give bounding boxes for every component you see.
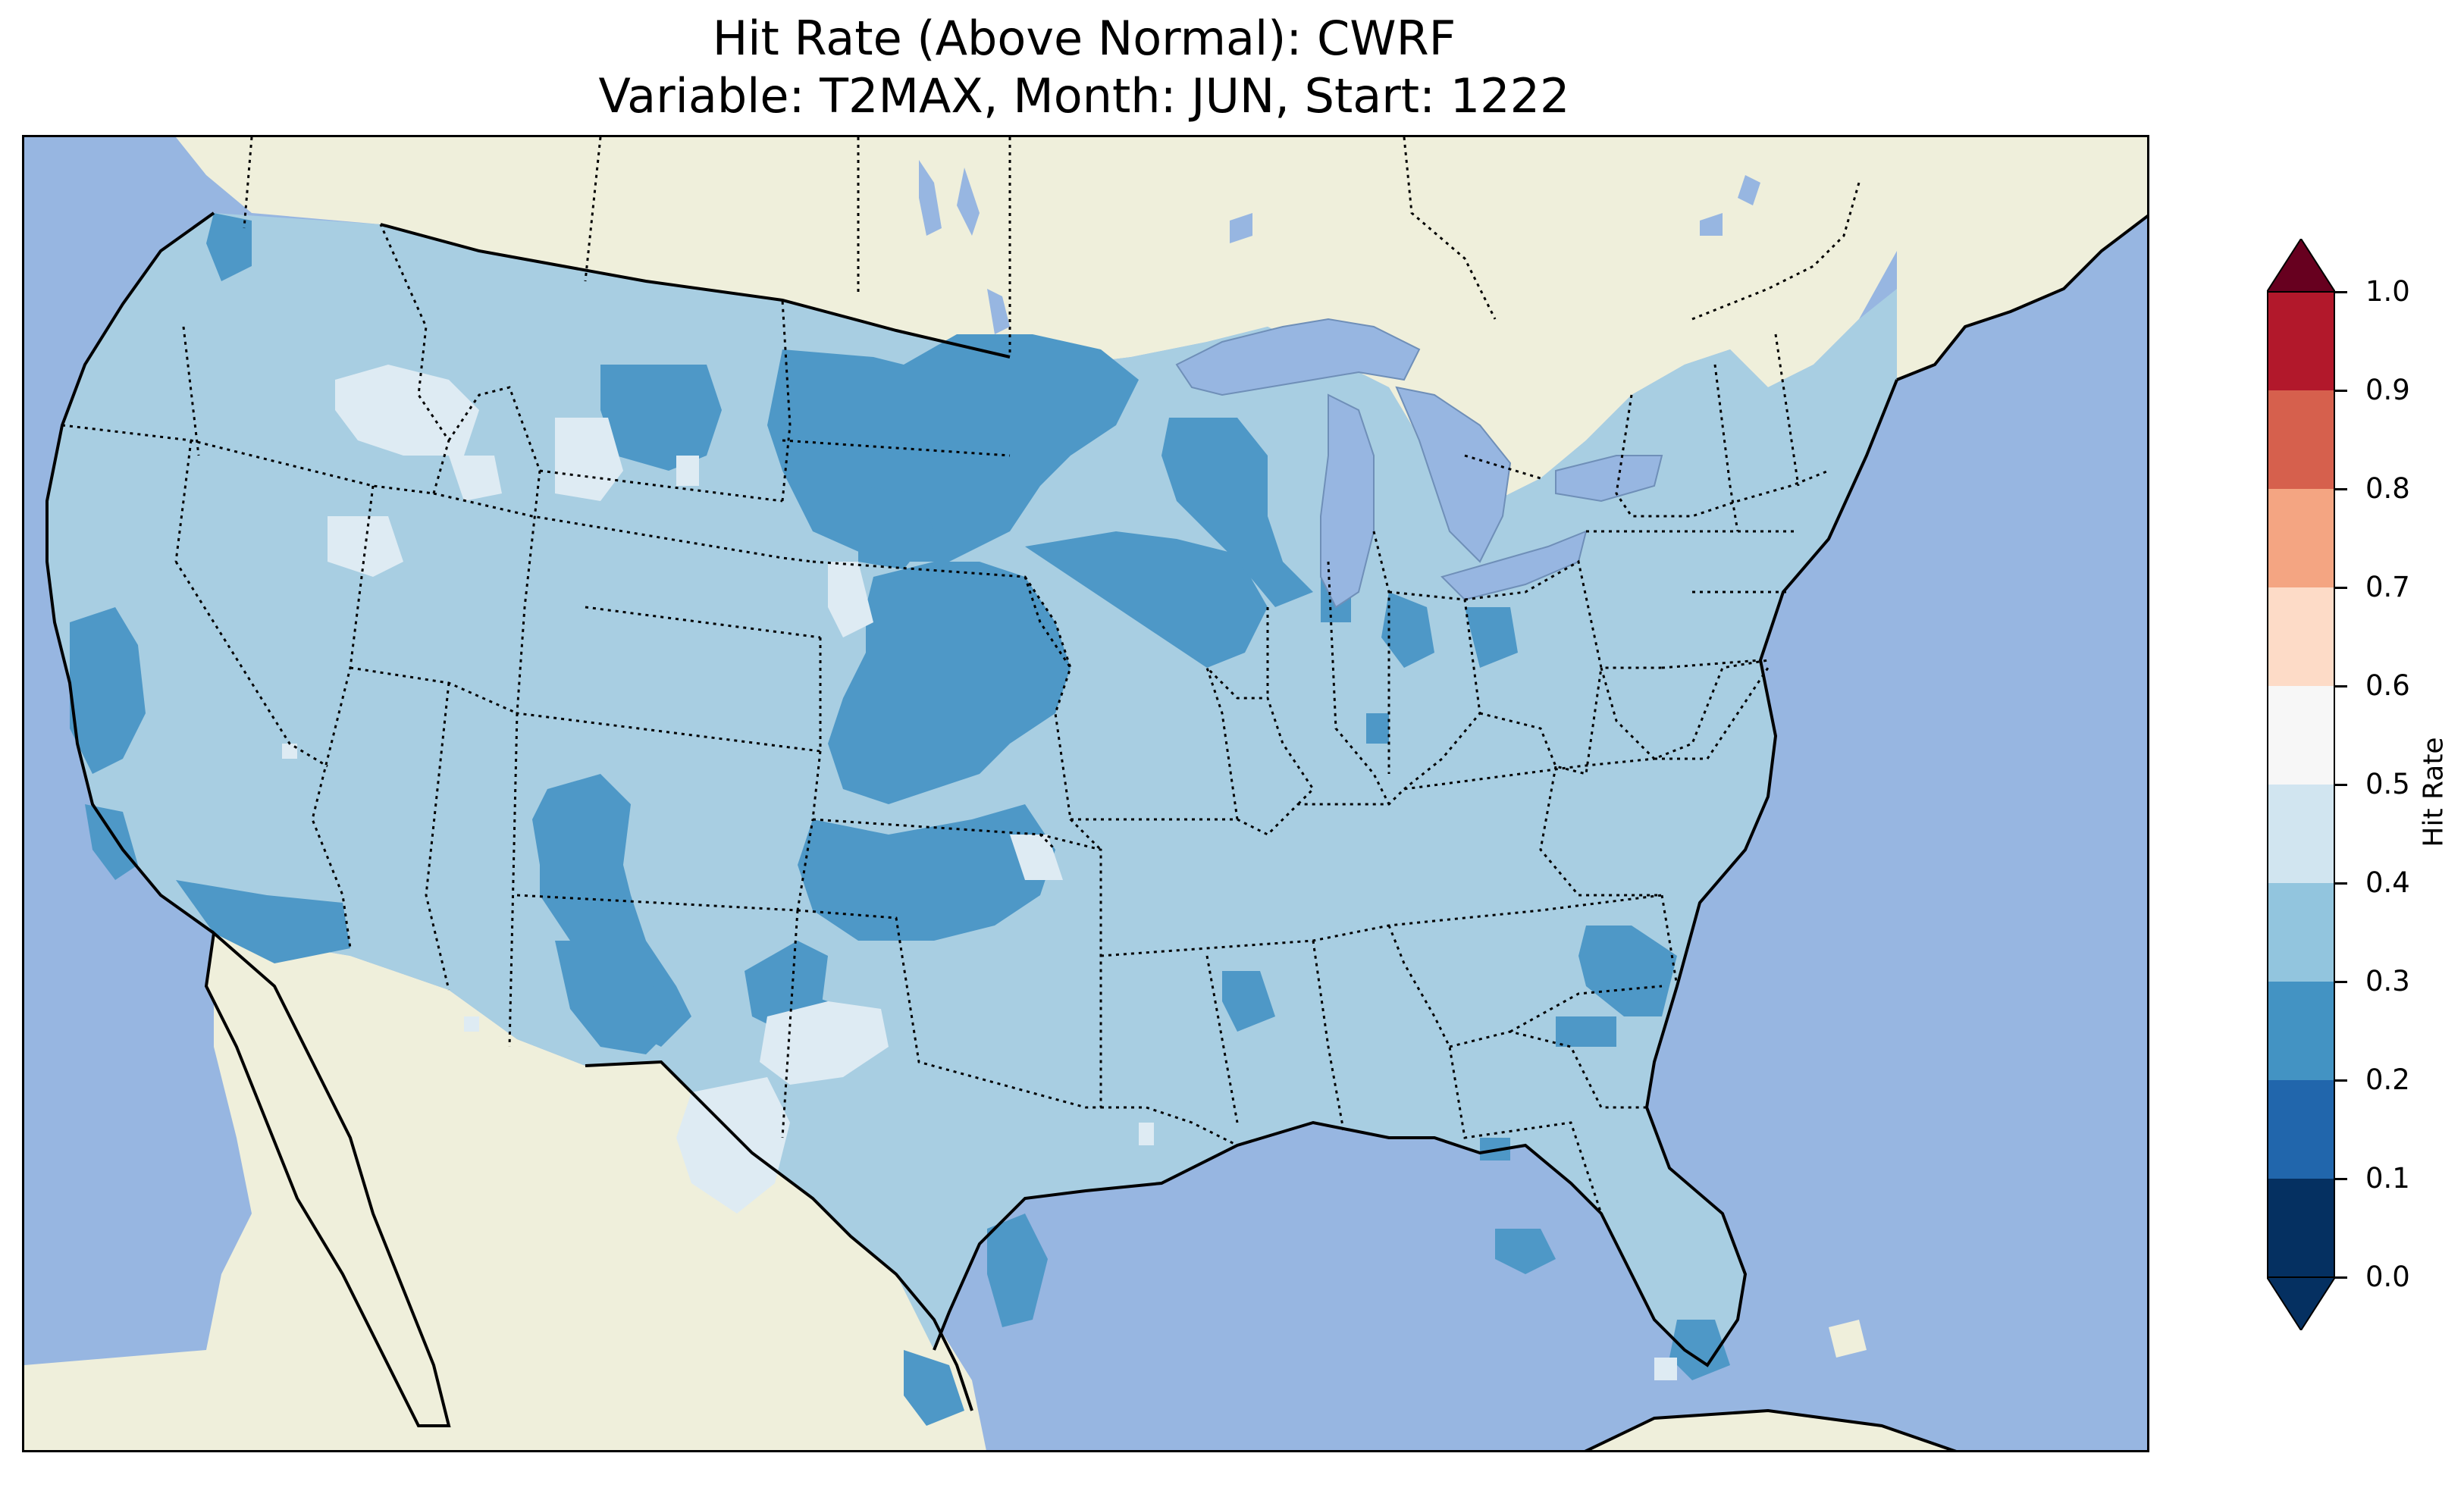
colorbar-extend-under bbox=[2267, 1276, 2335, 1330]
colorbar-tick-label: 0.6 bbox=[2365, 669, 2410, 702]
hit-rate-0.2-0.3-regions bbox=[70, 213, 1730, 1426]
map-panel[interactable] bbox=[22, 135, 2149, 1452]
cuba-land bbox=[1588, 1411, 1952, 1450]
colorbar-tick-label: 0.5 bbox=[2365, 768, 2410, 800]
colorbar-bin bbox=[2267, 982, 2335, 1080]
lake-superior bbox=[1175, 318, 1421, 396]
coastline bbox=[45, 211, 2147, 1450]
colorbar-outline bbox=[2267, 291, 2335, 1278]
colorbar-tick-mark bbox=[2335, 1276, 2347, 1279]
colorbar-bin bbox=[2267, 292, 2335, 390]
maritimes-land bbox=[1867, 137, 2147, 380]
bahamas-land bbox=[1829, 1320, 1867, 1358]
colorbar-bin bbox=[2267, 587, 2335, 686]
lake-erie bbox=[1440, 530, 1588, 601]
colorbar-tick-mark bbox=[2335, 291, 2347, 293]
colorbar bbox=[2267, 239, 2335, 1330]
colorbar-tick-mark bbox=[2335, 1079, 2347, 1082]
lake-ontario bbox=[1555, 455, 1663, 503]
colorbar-tick-mark bbox=[2335, 390, 2347, 392]
colorbar-tick-mark bbox=[2335, 488, 2347, 490]
colorbar-tick-mark bbox=[2335, 784, 2347, 786]
colorbar-tick-label: 0.7 bbox=[2365, 571, 2410, 603]
colorbar-tick-mark bbox=[2335, 981, 2347, 983]
colorbar-label: Hit Rate bbox=[2418, 737, 2450, 847]
great-lakes bbox=[1175, 318, 1663, 609]
colorbar-tick-label: 0.9 bbox=[2365, 374, 2410, 406]
colorbar-tick-label: 1.0 bbox=[2365, 275, 2410, 308]
canadian-lakes bbox=[919, 160, 1760, 334]
colorbar-tick-mark bbox=[2335, 882, 2347, 885]
lake-michigan bbox=[1320, 393, 1375, 609]
map-canvas bbox=[24, 137, 2147, 1450]
colorbar-tick-mark bbox=[2335, 1178, 2347, 1180]
colorbar-bin bbox=[2267, 1080, 2335, 1179]
colorbar-tick-label: 0.3 bbox=[2365, 965, 2410, 998]
chart-title: Hit Rate (Above Normal): CWRF bbox=[712, 11, 1456, 66]
colorbar-bin bbox=[2267, 686, 2335, 785]
state-borders bbox=[61, 137, 1861, 1214]
colorbar-extend-over bbox=[2267, 239, 2335, 293]
baja-land bbox=[206, 933, 449, 1426]
colorbar-bin bbox=[2267, 883, 2335, 982]
colorbar-tick-label: 0.0 bbox=[2365, 1261, 2410, 1293]
colorbar-bin bbox=[2267, 489, 2335, 587]
colorbar-tick-mark bbox=[2335, 587, 2347, 589]
colorbar-tick-label: 0.8 bbox=[2365, 472, 2410, 505]
colorbar-tick-label: 0.1 bbox=[2365, 1162, 2410, 1195]
colorbar-bin bbox=[2267, 1179, 2335, 1277]
chart-subtitle: Variable: T2MAX, Month: JUN, Start: 1222 bbox=[598, 68, 1570, 124]
colorbar-tick-label: 0.4 bbox=[2365, 866, 2410, 899]
conus-hit-rate-0.3-0.4 bbox=[47, 213, 1897, 1365]
lake-huron bbox=[1395, 386, 1512, 563]
colorbar-tick-label: 0.2 bbox=[2365, 1063, 2410, 1096]
colorbar-bin bbox=[2267, 785, 2335, 883]
canada-land bbox=[176, 137, 1897, 501]
colorbar-tick-mark bbox=[2335, 685, 2347, 687]
colorbar-bin bbox=[2267, 390, 2335, 489]
hit-rate-0.4-0.5-regions bbox=[282, 365, 1677, 1380]
